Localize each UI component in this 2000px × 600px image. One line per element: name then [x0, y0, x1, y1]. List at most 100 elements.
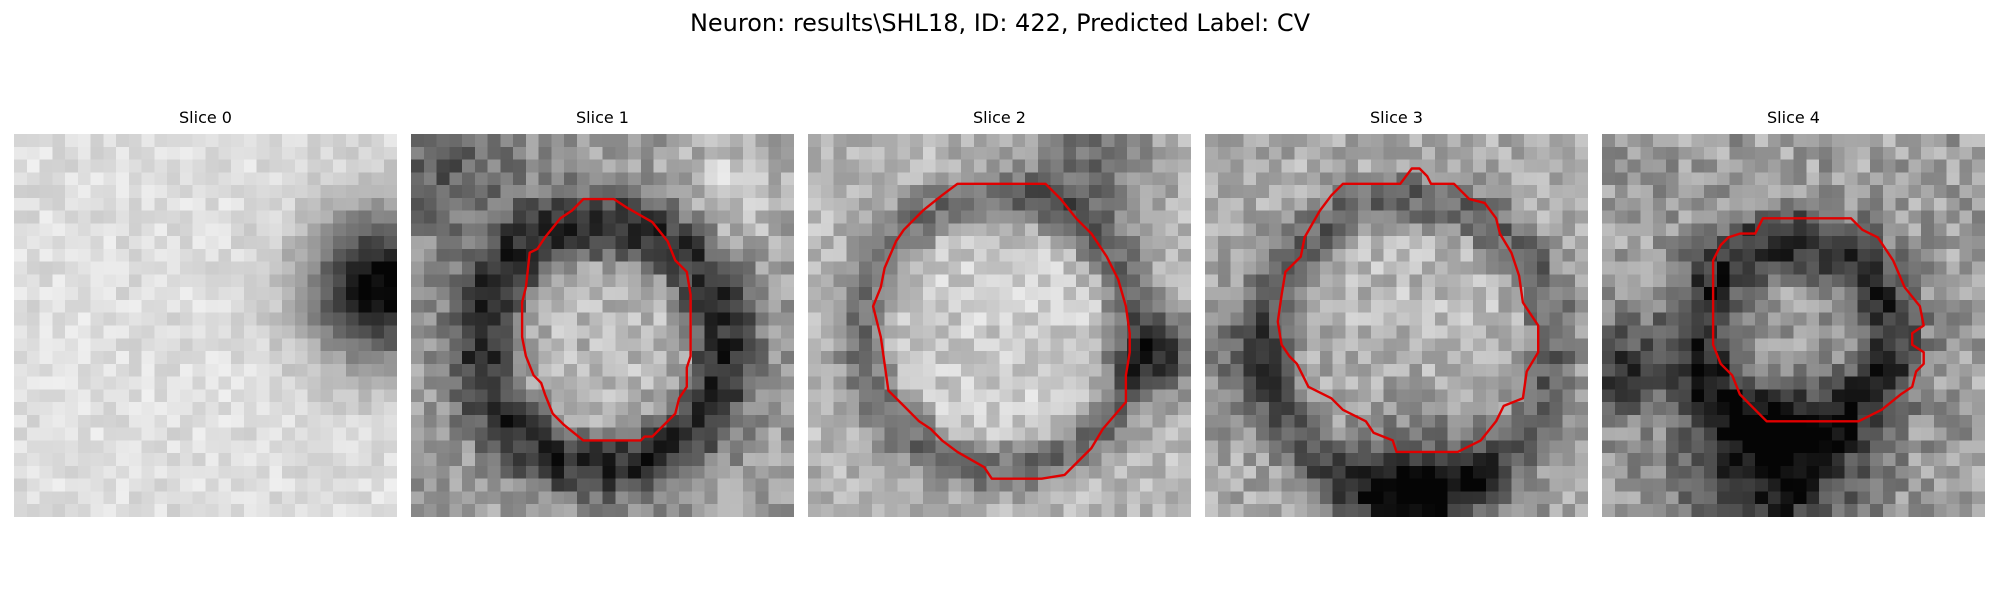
image-pixel	[423, 402, 438, 416]
image-pixel	[449, 159, 463, 173]
image-pixel	[65, 363, 79, 378]
image-pixel	[910, 146, 924, 161]
image-pixel	[1358, 376, 1372, 390]
image-pixel	[1050, 440, 1064, 454]
image-pixel	[884, 299, 898, 314]
image-pixel	[1729, 197, 1744, 212]
image-pixel	[1114, 478, 1128, 493]
image-pixel	[666, 299, 680, 314]
image-pixel	[333, 274, 347, 288]
image-pixel	[986, 146, 1001, 161]
image-pixel	[820, 172, 835, 186]
image-pixel	[423, 414, 438, 429]
image-pixel	[1063, 312, 1077, 327]
image-pixel	[986, 376, 1001, 390]
image-pixel	[691, 440, 706, 454]
image-pixel	[205, 185, 219, 199]
image-pixel	[1882, 134, 1897, 148]
image-pixel	[640, 197, 655, 212]
image-pixel	[1485, 376, 1500, 390]
image-pixel	[26, 414, 41, 429]
image-pixel	[871, 491, 886, 505]
image-pixel	[1562, 389, 1576, 403]
image-pixel	[1268, 453, 1283, 467]
image-pixel	[564, 478, 578, 493]
image-pixel	[384, 248, 397, 263]
image-pixel	[538, 453, 553, 467]
image-pixel	[538, 146, 553, 161]
image-pixel	[615, 402, 629, 416]
image-pixel	[884, 440, 898, 454]
image-pixel	[243, 338, 258, 352]
image-pixel	[1383, 287, 1398, 301]
image-pixel	[231, 287, 245, 301]
image-pixel	[1396, 185, 1410, 199]
image-pixel	[1921, 223, 1935, 237]
image-pixel	[1127, 440, 1141, 454]
image-pixel	[666, 478, 680, 493]
image-pixel	[1332, 414, 1347, 429]
image-pixel	[1627, 478, 1641, 493]
image-pixel	[39, 351, 53, 365]
image-pixel	[589, 299, 604, 314]
image-pixel	[39, 389, 53, 403]
image-pixel	[1844, 427, 1858, 441]
image-pixel	[1037, 325, 1052, 339]
image-pixel	[679, 248, 693, 263]
image-pixel	[1549, 185, 1564, 199]
image-pixel	[90, 274, 104, 288]
image-pixel	[781, 338, 794, 352]
image-pixel	[538, 210, 553, 224]
image-pixel	[1012, 351, 1026, 365]
image-pixel	[500, 338, 514, 352]
image-pixel	[742, 465, 757, 480]
image-pixel	[1256, 402, 1270, 416]
image-pixel	[666, 338, 680, 352]
image-pixel	[205, 402, 219, 416]
image-pixel	[1780, 338, 1795, 352]
image-pixel	[1396, 261, 1410, 276]
image-pixel	[1332, 146, 1347, 161]
image-pixel	[755, 274, 770, 288]
image-pixel	[1767, 248, 1782, 263]
image-pixel	[1256, 478, 1270, 493]
image-pixel	[1767, 236, 1782, 250]
image-pixel	[128, 376, 143, 390]
image-pixel	[371, 338, 385, 352]
image-pixel	[564, 414, 578, 429]
image-pixel	[1447, 504, 1461, 517]
image-pixel	[935, 427, 950, 441]
image-pixel	[358, 363, 373, 378]
image-pixel	[90, 287, 104, 301]
image-pixel	[1704, 236, 1718, 250]
image-pixel	[1178, 325, 1191, 339]
image-pixel	[1256, 287, 1270, 301]
image-pixel	[1205, 338, 1219, 352]
image-pixel	[986, 185, 1001, 199]
image-pixel	[1946, 402, 1961, 416]
image-pixel	[1742, 504, 1756, 517]
image-pixel	[1473, 223, 1487, 237]
image-pixel	[589, 261, 604, 276]
image-pixel	[525, 504, 540, 517]
image-pixel	[1319, 134, 1334, 148]
image-pixel	[935, 197, 950, 212]
image-pixel	[1063, 274, 1077, 288]
image-pixel	[1281, 146, 1295, 161]
image-pixel	[1101, 440, 1115, 454]
image-pixel	[1575, 287, 1588, 301]
image-pixel	[1921, 197, 1935, 212]
image-pixel	[935, 376, 950, 390]
image-pixel	[1933, 504, 1948, 517]
image-pixel	[1498, 325, 1512, 339]
image-pixel	[1307, 414, 1321, 429]
slice-panel-3: Slice 3	[1205, 108, 1588, 517]
image-pixel	[1767, 351, 1782, 365]
image-pixel	[1831, 146, 1846, 161]
image-pixel	[1332, 338, 1347, 352]
image-pixel	[128, 261, 143, 276]
image-pixel	[333, 134, 347, 148]
image-pixel	[1780, 389, 1795, 403]
image-pixel	[1243, 223, 1257, 237]
image-pixel	[411, 261, 425, 276]
